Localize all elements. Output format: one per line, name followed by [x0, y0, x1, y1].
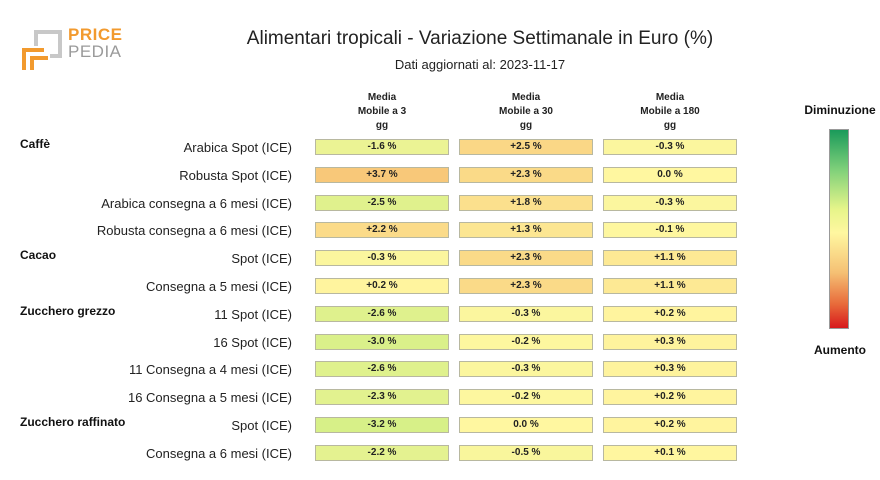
column-header-line: Mobile a 30	[499, 106, 553, 117]
column-header: Media Mobile a 30 gg	[459, 91, 593, 133]
row-label: Robusta consegna a 6 mesi (ICE)	[96, 223, 292, 239]
heatmap-cell: +2.3 %	[459, 166, 593, 183]
column-header-line: gg	[663, 120, 677, 131]
column-header-line: gg	[375, 120, 389, 131]
row-label: Arabica consegna a 6 mesi (ICE)	[101, 195, 292, 211]
legend-bottom-label: Aumento	[814, 343, 866, 357]
group-label: Caffè	[20, 137, 51, 151]
heatmap-cell: -0.3 %	[603, 194, 737, 211]
group-label: Cacao	[20, 248, 57, 263]
row-label: 11 Consegna a 4 mesi (ICE)	[128, 362, 292, 378]
column-header: Media Mobile a 3 gg	[315, 91, 449, 133]
heatmap-cell: -0.1 %	[603, 222, 737, 239]
heatmap-cell: -2.2 %	[315, 444, 449, 461]
legend-color-scale	[829, 129, 849, 329]
group-label: Zucchero raffinato	[20, 415, 126, 429]
column-header-line: Media	[655, 92, 685, 103]
heatmap-cell: 0.0 %	[459, 417, 593, 433]
legend-top-label: Diminuzione	[804, 103, 876, 117]
heatmap-cell: -0.3 %	[459, 305, 593, 322]
heatmap-cell: +3.7 %	[315, 166, 449, 183]
heatmap-cell: +1.8 %	[459, 194, 593, 211]
heatmap-cell: +0.2 %	[603, 389, 737, 406]
heatmap-cell: +2.3 %	[459, 278, 593, 294]
column-header-line: Mobile a 3	[357, 106, 407, 117]
column-header: Media Mobile a 180 gg	[603, 91, 737, 133]
heatmap-cell: +0.2 %	[603, 417, 737, 433]
row-label: Arabica Spot (ICE)	[183, 140, 292, 155]
heatmap-cell: -3.0 %	[315, 333, 449, 350]
heatmap-cell: -0.2 %	[459, 389, 593, 406]
heatmap-cell: -0.5 %	[459, 444, 593, 461]
heatmap-cell: +0.2 %	[315, 278, 449, 294]
chart-title: Alimentari tropicali - Variazione Settim…	[246, 28, 714, 49]
heatmap-cell: -3.2 %	[315, 417, 449, 433]
row-label: Consegna a 6 mesi (ICE)	[146, 445, 292, 461]
heatmap-cell: +2.3 %	[459, 250, 593, 267]
heatmap-cell: -0.3 %	[459, 361, 593, 378]
row-label: Robusta Spot (ICE)	[179, 167, 292, 183]
heatmap-cell: +0.3 %	[603, 361, 737, 378]
heatmap-cell: -2.5 %	[315, 194, 449, 211]
logo-text-pedia: PEDIA	[68, 42, 122, 61]
heatmap-cell: +1.1 %	[603, 278, 737, 294]
heatmap-cell: +0.2 %	[603, 305, 737, 322]
row-label: Consegna a 5 mesi (ICE)	[146, 279, 292, 294]
row-label: 16 Consegna a 5 mesi (ICE)	[127, 390, 292, 406]
heatmap-cell: +1.1 %	[603, 250, 737, 267]
row-label: Spot (ICE)	[231, 418, 292, 433]
heatmap-cell: +1.3 %	[459, 222, 593, 239]
row-label: Spot (ICE)	[231, 251, 292, 267]
column-header-line: Mobile a 180	[640, 106, 700, 117]
logo-text-price: PRICE	[68, 25, 123, 44]
logo-mark-icon	[22, 30, 62, 70]
row-label: 11 Spot (ICE)	[214, 306, 292, 322]
chart-subtitle: Dati aggiornati al: 2023-11-17	[394, 57, 566, 72]
heatmap-cell: -0.3 %	[603, 139, 737, 155]
heatmap-cell: -1.6 %	[315, 139, 449, 155]
heatmap-cell: 0.0 %	[603, 166, 737, 183]
heatmap-cell: +0.1 %	[603, 444, 737, 461]
group-label: Zucchero grezzo	[20, 303, 116, 318]
heatmap-cell: -2.6 %	[315, 361, 449, 378]
column-header-line: Media	[511, 92, 541, 103]
heatmap-cell: -2.3 %	[315, 389, 449, 406]
pricepedia-logo: PRICE PEDIA	[20, 26, 130, 74]
row-label: 16 Spot (ICE)	[213, 334, 292, 350]
column-header-line: Media	[367, 92, 397, 103]
column-header-line: gg	[519, 120, 533, 131]
heatmap-cell: +0.3 %	[603, 333, 737, 350]
heatmap-cell: +2.2 %	[315, 222, 449, 239]
heatmap-cell: -0.2 %	[459, 333, 593, 350]
heatmap-cell: +2.5 %	[459, 139, 593, 155]
heatmap-cell: -2.6 %	[315, 305, 449, 322]
heatmap-cell: -0.3 %	[315, 250, 449, 267]
